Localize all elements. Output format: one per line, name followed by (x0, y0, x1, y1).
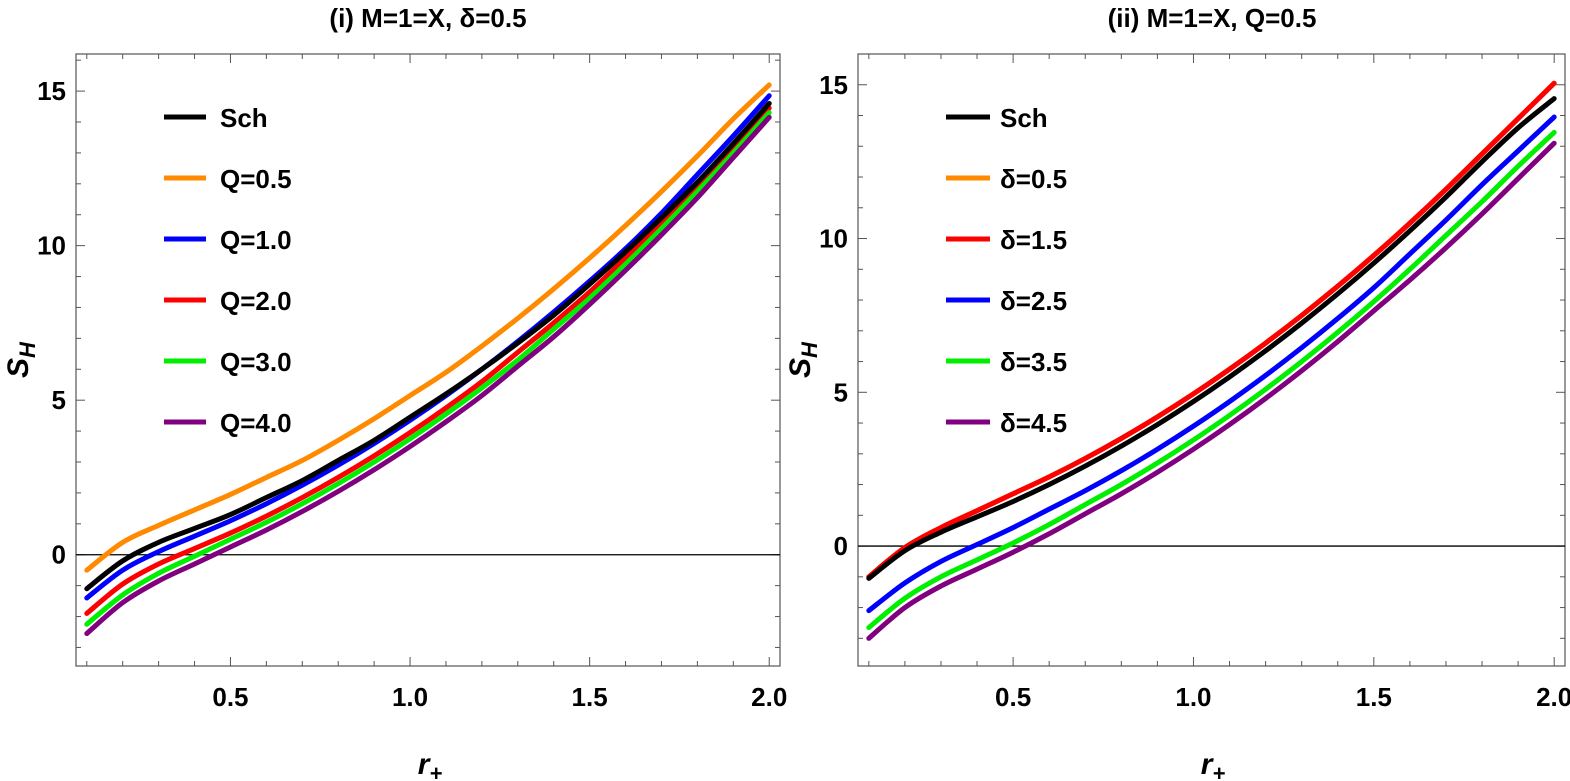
y-tick-label: 15 (37, 76, 66, 106)
legend-label: Q=1.0 (220, 225, 292, 255)
legend-item: Sch (164, 103, 268, 133)
panel-title: (ii) M=1=X, Q=0.5 (1108, 3, 1317, 33)
legend-item: Sch (946, 103, 1048, 133)
legend-item: Q=3.0 (164, 347, 292, 377)
plot-frame (857, 53, 1566, 667)
panel-title: (i) M=1=X, δ=0.5 (329, 3, 526, 33)
legend-item: δ=4.5 (946, 408, 1067, 438)
x-tick-label: 2.0 (1536, 682, 1570, 712)
legend: Sch Q=0.5 Q=1.0 Q=2.0 Q=3.0 Q=4.0 (164, 103, 292, 438)
legend-item: Q=1.0 (164, 225, 292, 255)
y-tick-label: 0 (52, 540, 66, 570)
x-axis-label: r+ (418, 748, 443, 781)
series-line--3-5 (866, 129, 1557, 631)
legend: Sch δ=0.5 δ=1.5 δ=2.5 δ=3.5 δ=4.5 (946, 103, 1067, 438)
legend-label: δ=2.5 (1000, 286, 1067, 316)
y-axis-label: SH (784, 341, 822, 378)
series-line-q-4-0 (84, 114, 772, 637)
legend-item: δ=0.5 (946, 164, 1067, 194)
x-tick-label: 1.5 (572, 682, 608, 712)
series-line--0-5 (866, 80, 1557, 580)
series-line--4-5 (866, 140, 1557, 641)
y-tick-label: 15 (819, 70, 848, 100)
legend-label: Q=3.0 (220, 347, 292, 377)
chart-panel-i: 0 5 10 15 0.5 1.0 1.5 2.0 (i) M=1=X, δ=0.5 r+ SH Sc… (2, 3, 787, 781)
series-line-q-0-5 (84, 82, 772, 573)
x-tick-label: 1.5 (1356, 682, 1392, 712)
legend-label: Sch (220, 103, 268, 133)
x-tick-label: 1.0 (392, 682, 428, 712)
x-axis-label: r+ (1201, 748, 1226, 781)
legend-label: Q=0.5 (220, 164, 292, 194)
legend-item: Q=4.0 (164, 408, 292, 438)
legend-label: Sch (1000, 103, 1048, 133)
legend-label: δ=3.5 (1000, 347, 1067, 377)
series-line--1-5 (866, 80, 1557, 580)
series-line-q-1-0 (84, 93, 772, 601)
y-tick-label: 10 (819, 224, 848, 254)
legend-label: Q=2.0 (220, 286, 292, 316)
legend-label: δ=1.5 (1000, 225, 1067, 255)
legend-item: δ=3.5 (946, 347, 1067, 377)
series-line-q-3-0 (84, 110, 772, 627)
legend-item: δ=1.5 (946, 225, 1067, 255)
legend-label: δ=0.5 (1000, 164, 1067, 194)
y-tick-label: 0 (834, 531, 848, 561)
y-axis-label: SH (2, 341, 40, 378)
legend-label: δ=4.5 (1000, 408, 1067, 438)
y-tick-label: 5 (52, 385, 66, 415)
legend-item: Q=0.5 (164, 164, 292, 194)
series-line-sch (866, 96, 1557, 581)
legend-label: Q=4.0 (220, 408, 292, 438)
x-tick-label: 2.0 (751, 682, 787, 712)
legend-item: Q=2.0 (164, 286, 292, 316)
plot-frame (75, 53, 781, 667)
x-tick-label: 1.0 (1175, 682, 1211, 712)
y-tick-label: 10 (37, 231, 66, 261)
y-tick-label: 5 (834, 377, 848, 407)
chart-panel-ii: 0 5 10 15 0.5 1.0 1.5 2.0 (ii) M=1=X, Q=0.5 r+ SH S… (784, 3, 1570, 781)
series-line-q-2-0 (84, 105, 772, 616)
legend-item: δ=2.5 (946, 286, 1067, 316)
series-line-sch (84, 100, 772, 592)
series-line--2-5 (866, 114, 1557, 614)
x-tick-label: 0.5 (212, 682, 248, 712)
x-tick-label: 0.5 (995, 682, 1031, 712)
